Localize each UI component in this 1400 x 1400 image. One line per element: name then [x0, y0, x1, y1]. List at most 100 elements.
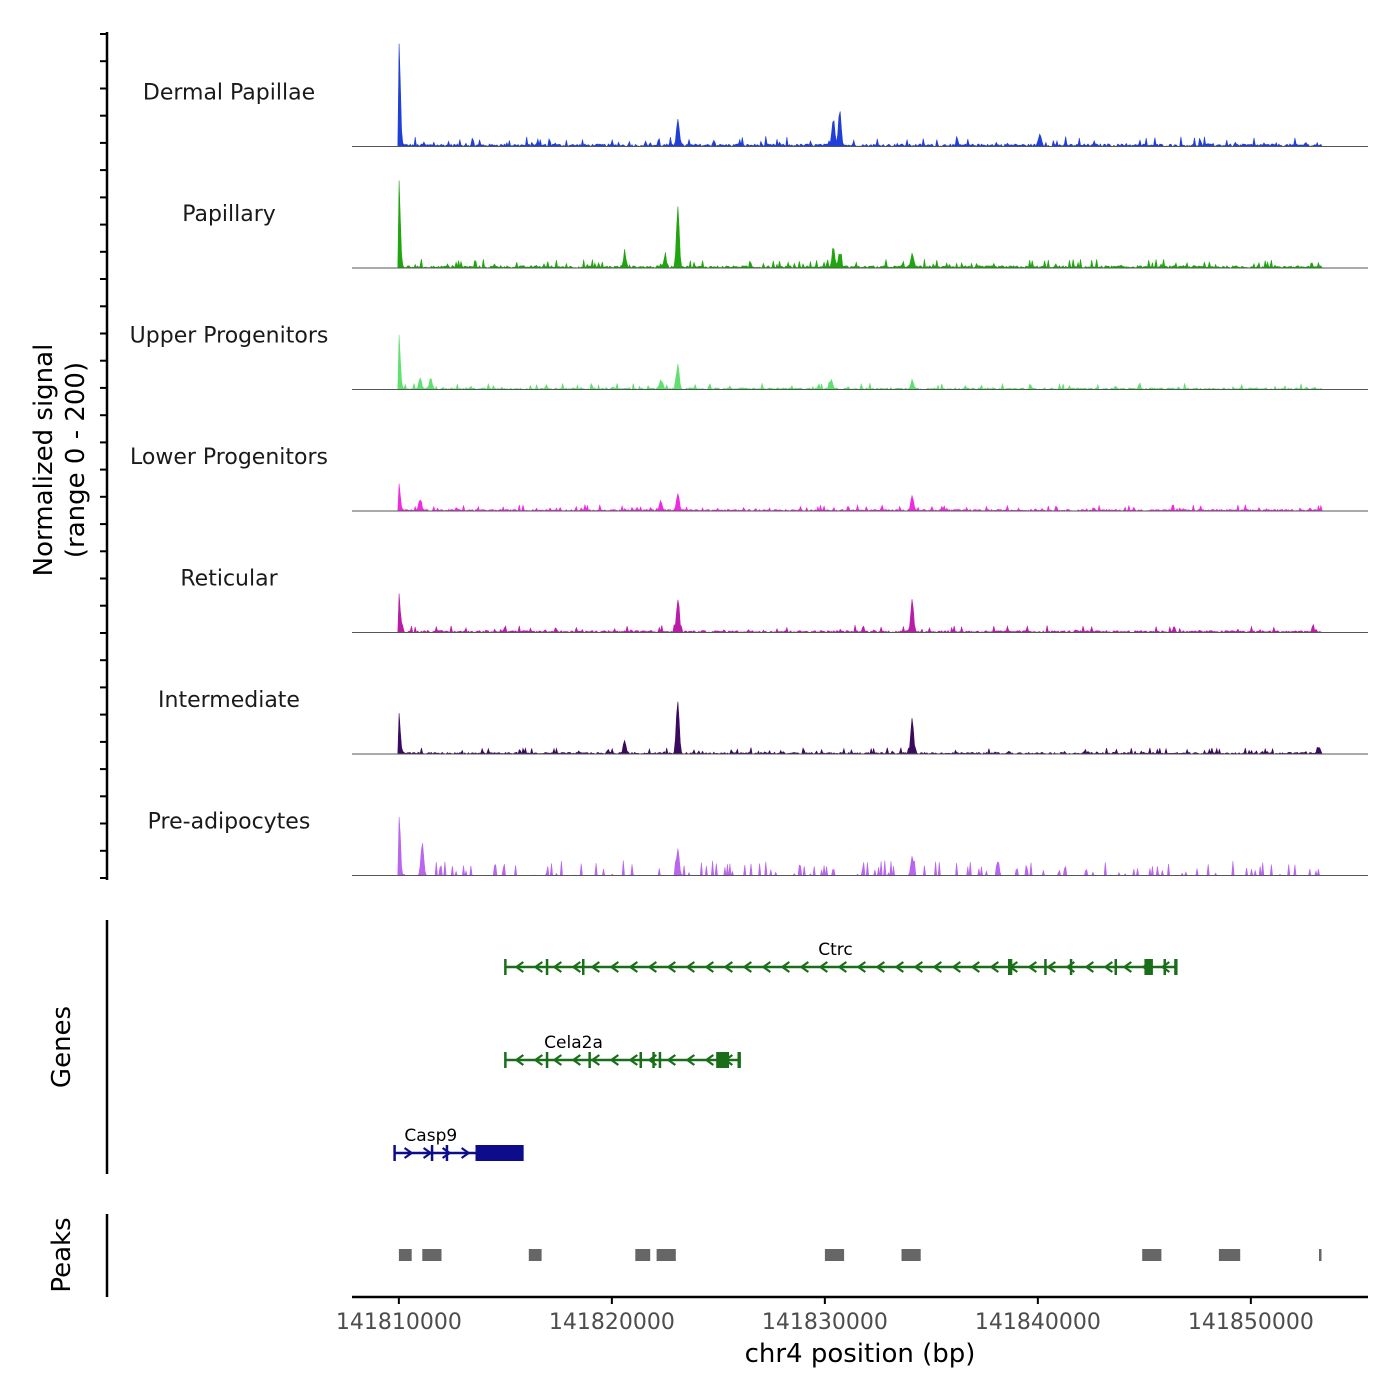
- strand-arrow: [533, 961, 543, 973]
- peak-region: [1218, 1249, 1241, 1261]
- peak-region: [656, 1249, 676, 1261]
- gene-exon: [716, 1052, 729, 1068]
- track-papillary: Papillary: [182, 180, 1368, 269]
- gene-exon: [1163, 959, 1166, 975]
- track-upper-progenitors: Upper Progenitors: [130, 324, 1368, 390]
- strand-arrow: [1160, 961, 1170, 973]
- strand-arrow: [514, 961, 524, 973]
- gene-casp9: Casp9: [393, 1126, 524, 1161]
- strand-arrow: [704, 961, 714, 973]
- strand-arrow: [441, 1147, 452, 1159]
- gene-exon: [445, 1145, 449, 1161]
- strand-arrow: [460, 1147, 471, 1159]
- gene-exon: [658, 1052, 662, 1068]
- peaks-panel-label: Peaks: [47, 1217, 77, 1292]
- gene-cela2a: Cela2a: [504, 1033, 741, 1068]
- strand-arrow: [533, 1054, 543, 1066]
- track-intermediate: Intermediate: [158, 688, 1368, 755]
- track-lower-progenitors: Lower Progenitors: [130, 445, 1368, 513]
- gene-exon: [1174, 959, 1177, 975]
- x-axis-ticks: 141810000 141820000 141830000 141840000 1418…: [336, 1297, 1314, 1335]
- peak-region: [1142, 1249, 1162, 1261]
- strand-arrow: [818, 961, 828, 973]
- gene-exon: [582, 959, 585, 975]
- strand-arrow: [514, 1054, 524, 1066]
- strand-arrow: [1046, 961, 1056, 973]
- gene-exon: [652, 1052, 655, 1068]
- track-label: Upper Progenitors: [130, 324, 329, 349]
- strand-arrow: [666, 1054, 676, 1066]
- track-label: Pre-adipocytes: [148, 810, 311, 835]
- strand-arrow: [609, 1054, 619, 1066]
- track-reticular: Reticular: [180, 567, 1368, 634]
- gene-exon: [1008, 959, 1013, 975]
- x-tick-label: 141840000: [975, 1310, 1101, 1335]
- strand-arrow: [1084, 961, 1094, 973]
- gene-exon: [1069, 959, 1073, 975]
- track-label: Intermediate: [158, 688, 300, 713]
- strand-arrow: [780, 961, 790, 973]
- y-axis-label-line1: Normalized signal: [29, 344, 59, 577]
- strand-arrow: [970, 961, 980, 973]
- track-label: Lower Progenitors: [130, 445, 328, 470]
- x-axis-label: chr4 position (bp): [745, 1339, 976, 1369]
- strand-arrow: [571, 1054, 581, 1066]
- strand-arrow: [875, 961, 885, 973]
- x-tick-label: 141820000: [549, 1310, 675, 1335]
- peak-region: [528, 1249, 542, 1261]
- gene-exon: [430, 1145, 434, 1161]
- strand-arrow: [932, 961, 942, 973]
- gene-ctrc: Ctrc: [504, 940, 1178, 975]
- coverage-area: [352, 180, 1368, 269]
- gene-exon: [737, 1052, 740, 1068]
- strand-arrow: [422, 1147, 433, 1159]
- y-axis-label-line2: (range 0 - 200): [61, 362, 91, 558]
- peak-region: [1319, 1249, 1322, 1261]
- strand-arrow: [685, 961, 695, 973]
- strand-arrow: [590, 1054, 600, 1066]
- strand-arrow: [552, 1054, 562, 1066]
- strand-arrow: [628, 961, 638, 973]
- coverage-y-ticks: [100, 33, 107, 879]
- coverage-tracks: Dermal Papillae Papillary Upper Progenitor…: [130, 43, 1368, 877]
- strand-arrow: [704, 1054, 714, 1066]
- gene-label: Ctrc: [818, 940, 853, 960]
- gene-exon: [588, 1052, 591, 1068]
- strand-arrow: [856, 961, 866, 973]
- strand-arrow: [723, 961, 733, 973]
- peak-region: [398, 1249, 412, 1261]
- strand-arrow: [571, 961, 581, 973]
- gene-exon: [1044, 959, 1047, 975]
- coverage-area: [352, 593, 1368, 634]
- strand-arrow: [552, 961, 562, 973]
- strand-arrow: [799, 961, 809, 973]
- strand-arrow: [951, 961, 961, 973]
- gene-exon: [1114, 959, 1117, 975]
- gene-exon: [545, 1052, 549, 1068]
- strand-arrow: [913, 961, 923, 973]
- strand-arrow: [1103, 961, 1113, 973]
- track-label: Reticular: [180, 567, 278, 592]
- track-pre-adipocytes: Pre-adipocytes: [148, 810, 1368, 877]
- x-tick-label: 141810000: [336, 1310, 462, 1335]
- strand-arrow: [628, 1054, 638, 1066]
- strand-arrow: [1122, 961, 1132, 973]
- gene-label: Casp9: [404, 1126, 457, 1146]
- gene-exon: [1144, 959, 1153, 975]
- strand-arrow: [609, 961, 619, 973]
- strand-arrow: [685, 1054, 695, 1066]
- coverage-area: [352, 483, 1368, 513]
- gene-label: Cela2a: [544, 1033, 603, 1053]
- strand-arrow: [894, 961, 904, 973]
- peak-region: [422, 1249, 442, 1261]
- x-tick-label: 141830000: [762, 1310, 888, 1335]
- strand-arrow: [1027, 961, 1037, 973]
- track-label: Papillary: [182, 202, 276, 227]
- gene-exon: [475, 1145, 523, 1161]
- track-label: Dermal Papillae: [143, 81, 315, 106]
- strand-arrow: [666, 961, 676, 973]
- peak-regions: [398, 1249, 1322, 1261]
- genes-panel-label: Genes: [47, 1006, 77, 1088]
